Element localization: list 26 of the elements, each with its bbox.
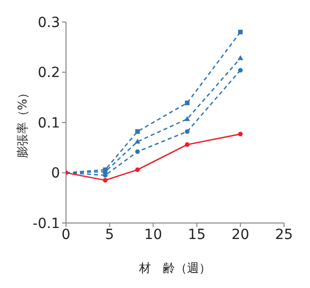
y-tick-label: 0	[51, 166, 60, 182]
x-axis-title: 材 齢（週）	[138, 261, 211, 275]
y-tick-label: -0.1	[32, 216, 60, 232]
y-axis-title: 膨張率（%）	[15, 86, 30, 158]
point	[135, 167, 140, 172]
x-tick-label: 0	[62, 226, 70, 243]
y-tick-label: 0.3	[38, 14, 60, 31]
y-tick-label: 0.2	[38, 65, 60, 82]
point	[184, 142, 190, 147]
point	[238, 68, 243, 73]
point	[135, 149, 140, 154]
point	[238, 30, 243, 34]
point	[102, 178, 108, 183]
point	[238, 55, 244, 60]
x-tick-label: 10	[144, 226, 162, 243]
x-tick-label: 5	[105, 226, 114, 243]
point	[134, 138, 140, 144]
x-tick-label: 25	[275, 226, 293, 243]
point	[184, 100, 190, 106]
point	[184, 116, 190, 121]
x-tick-label: 15	[188, 226, 206, 243]
y-tick-label: 0.1	[38, 115, 60, 132]
point	[135, 129, 140, 134]
point	[238, 132, 243, 136]
x-tick-label: 20	[231, 226, 250, 243]
point	[184, 129, 190, 134]
